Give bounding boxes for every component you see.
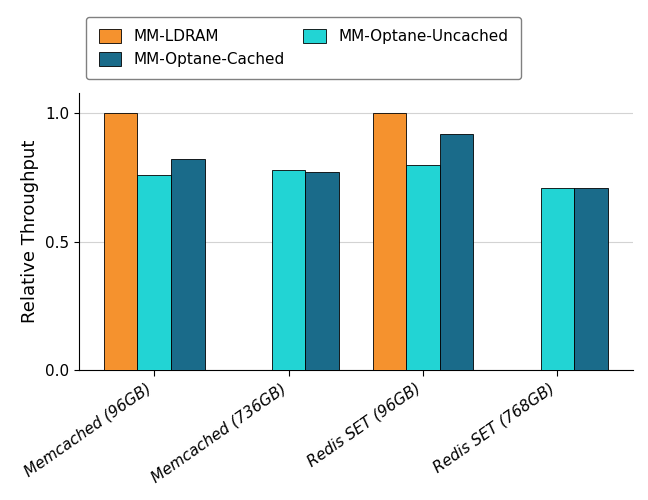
Bar xyxy=(574,188,608,370)
Bar xyxy=(373,113,406,370)
Bar xyxy=(305,172,339,370)
Bar xyxy=(272,170,305,370)
Legend: MM-LDRAM, MM-Optane-Cached, MM-Optane-Uncached: MM-LDRAM, MM-Optane-Cached, MM-Optane-Un… xyxy=(86,17,520,80)
Bar xyxy=(104,113,137,370)
Bar xyxy=(137,175,171,370)
Bar xyxy=(540,188,574,370)
Bar xyxy=(440,134,474,370)
Bar xyxy=(171,160,205,370)
Y-axis label: Relative Throughput: Relative Throughput xyxy=(21,140,40,323)
Bar xyxy=(406,164,440,370)
